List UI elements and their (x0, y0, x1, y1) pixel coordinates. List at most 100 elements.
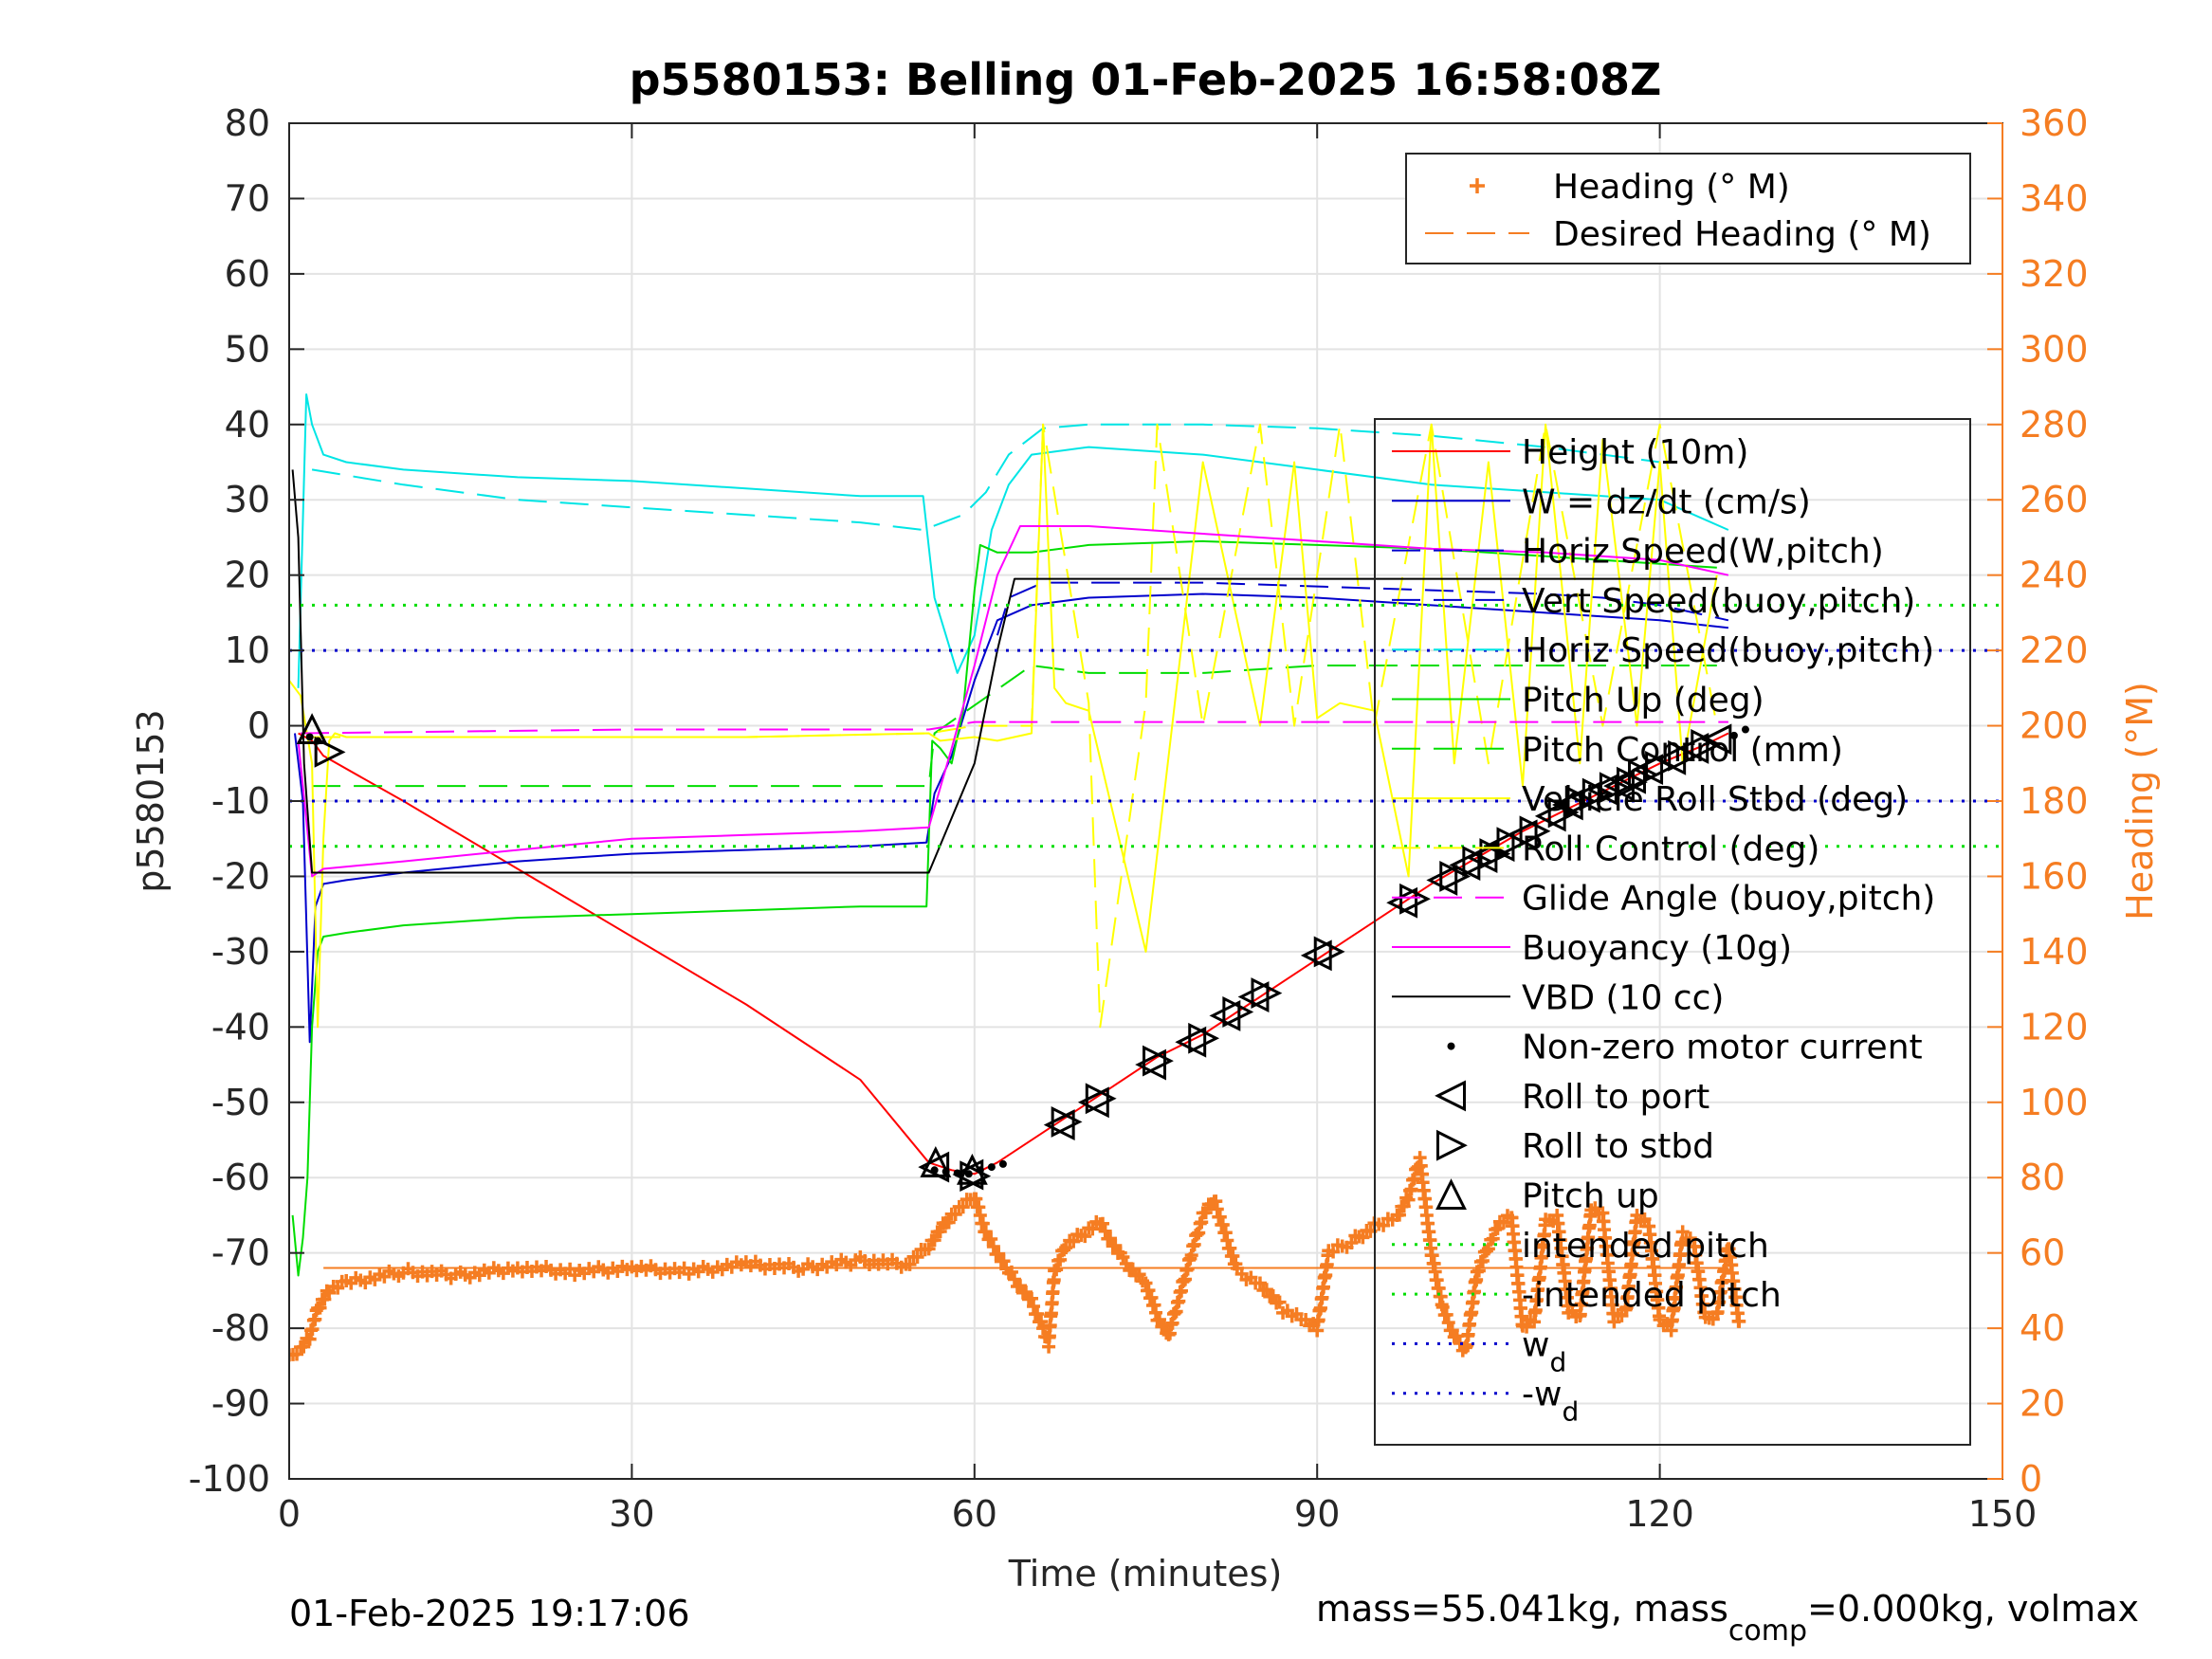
y-right-tick-label: 0 (2020, 1458, 2042, 1500)
roll-stbd-marker (1628, 758, 1659, 791)
heading-marker (1479, 1244, 1493, 1258)
legend-main-label: Roll to stbd (1522, 1127, 1714, 1166)
legend-main-label: Horiz Speed(buoy,pitch) (1522, 631, 1934, 670)
legend-heading: Heading (° M) Desired Heading (° M) (1405, 153, 1971, 264)
y-tick-label: 30 (225, 479, 270, 520)
legend-main-label-text: Roll Control (deg) (1522, 830, 1819, 868)
motor-current-dot (987, 1163, 996, 1172)
footer-timestamp: 01-Feb-2025 19:17:06 (289, 1593, 690, 1634)
y-tick-label: 80 (225, 102, 270, 144)
legend-swatch (1470, 178, 1485, 193)
series-line-4 (311, 423, 1660, 531)
heading-marker (1441, 1316, 1455, 1330)
y-right-tick-label: 260 (2020, 479, 2089, 520)
heading-marker (1439, 1307, 1453, 1322)
roll-stbd-marker (1691, 728, 1723, 760)
legend-main-label: Buoyancy (10g) (1522, 929, 1792, 968)
heading-marker (1377, 1218, 1391, 1232)
heading-marker (1252, 1276, 1267, 1290)
roll-stbd-marker (1399, 883, 1431, 915)
y-tick-label: -50 (211, 1082, 270, 1123)
roll-port-marker (1632, 754, 1664, 786)
y-tick-label: -40 (211, 1006, 270, 1048)
plot-area (289, 393, 2002, 1362)
heading-marker (1326, 1245, 1341, 1259)
roll-port-marker (1483, 830, 1515, 863)
legend-main-label: Roll Control (deg) (1522, 830, 1819, 868)
footer-mass: mass=55.041kg, masscomp=0.000kg, volmax (1316, 1588, 2139, 1648)
roll-stbd-marker (1085, 1083, 1117, 1115)
x-tick-labels: 0 30 60 90 120 150 (278, 1493, 2037, 1535)
legend-swatch (1447, 1042, 1455, 1050)
heading-marker (941, 1215, 956, 1230)
y-right-tick-label: 280 (2020, 404, 2089, 446)
x-tick-label: 30 (609, 1493, 654, 1535)
series-line-9 (300, 720, 1728, 735)
heading-marker (1059, 1241, 1073, 1255)
y-right-tick-label: 100 (2020, 1082, 2089, 1123)
series-line-8 (312, 423, 1718, 1029)
y-right-tick-label: 320 (2020, 253, 2089, 295)
roll-stbd-marker (1519, 815, 1551, 848)
legend-swatch (1435, 1178, 1467, 1210)
legend-main-label-sub: d (1562, 1396, 1579, 1428)
series-line-11 (291, 469, 1717, 874)
roll-stbd-marker (1222, 996, 1254, 1028)
heading-marker (927, 1233, 941, 1248)
heading-marker (1496, 1215, 1510, 1230)
heading-marker (956, 1200, 970, 1214)
motor-current-dot (998, 1159, 1007, 1168)
roll-stbd-marker (1313, 936, 1345, 968)
heading-marker (1472, 1264, 1486, 1278)
legend-main-label: Non-zero motor current (1522, 1029, 1923, 1067)
heading-marker (922, 1242, 936, 1256)
legend-main-label: Pitch Up (deg) (1522, 682, 1764, 720)
heading-marker (1098, 1224, 1112, 1238)
roll-port-marker (918, 1151, 950, 1183)
y-right-tick-label: 40 (2020, 1307, 2065, 1349)
legend-main-label: wd (1522, 1325, 1566, 1377)
heading-marker (1266, 1288, 1280, 1303)
roll-port-marker (1534, 800, 1566, 832)
legend-main-label: -intended pitch (1522, 1276, 1782, 1315)
footer-mass-rest: =0.000kg, volmax (1807, 1588, 2139, 1630)
pitch-up-marker (956, 1153, 988, 1185)
heading-marker (1053, 1252, 1068, 1267)
roll-stbd-marker (1051, 1106, 1083, 1138)
heading-marker (978, 1225, 993, 1239)
heading-marker (1344, 1235, 1359, 1249)
legend-main: Height (10m) W = dz/dt (cm/s) Horiz Speed(… (1374, 418, 1971, 1446)
heading-marker (1050, 1263, 1064, 1277)
y-tick-label: -10 (211, 780, 270, 822)
heading-marker (1356, 1231, 1370, 1245)
footer-mass-text: mass=55.041kg, mass (1316, 1588, 1728, 1630)
legend-main-label: intended pitch (1522, 1227, 1769, 1266)
x-tick-label: 60 (952, 1493, 997, 1535)
heading-marker (1392, 1208, 1406, 1222)
heading-marker (1272, 1295, 1287, 1309)
y-right-tick-label: 140 (2020, 931, 2089, 973)
roll-port-marker (1175, 1026, 1207, 1058)
heading-marker (313, 1301, 327, 1315)
heading-marker (1104, 1231, 1118, 1246)
x-axis-label: Time (minutes) (1008, 1553, 1283, 1595)
x-tick-label: 120 (1625, 1493, 1694, 1535)
motor-current-dot (305, 733, 314, 741)
heading-marker (933, 1225, 947, 1239)
legend-main-label-text: Vehicle Roll Stbd (deg) (1522, 780, 1908, 819)
heading-marker (1486, 1231, 1500, 1246)
y-tick-label: 50 (225, 328, 270, 370)
heading-marker (1435, 1300, 1450, 1314)
y-tick-labels: 80 70 60 50 40 30 20 10 0 -10 -20 -30 -40 -50 -60 -70 -8… (189, 102, 270, 1500)
legend-main-label-text: Roll to stbd (1522, 1127, 1714, 1166)
y-right-axis-label: Heading (°M) (2119, 682, 2161, 921)
heading-marker (1399, 1191, 1414, 1205)
roll-stbd-marker (1439, 861, 1472, 892)
legend-heading-label: Desired Heading (° M) (1553, 215, 1931, 254)
heading-marker (1067, 1234, 1081, 1249)
series-line-7 (289, 423, 1718, 1029)
roll-port-marker (1237, 981, 1270, 1012)
heading-marker (1607, 1315, 1621, 1329)
chart-title: p5580153: Belling 01-Feb-2025 16:58:08Z (630, 54, 1662, 105)
heading-markers (289, 1151, 1746, 1362)
